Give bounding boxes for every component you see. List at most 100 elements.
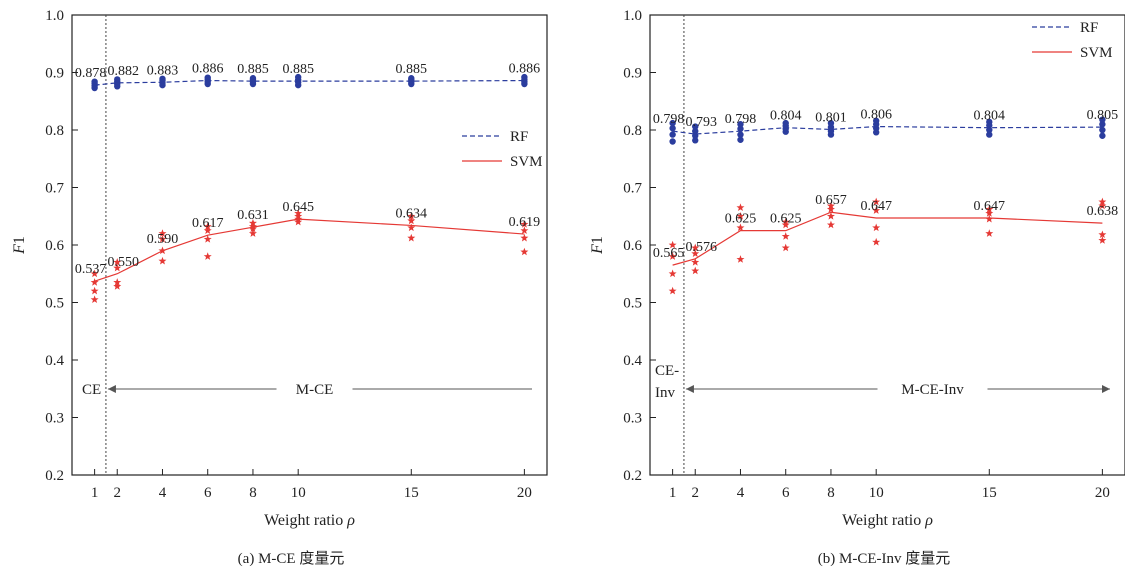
y-tick-label: 0.3	[45, 411, 64, 427]
svm-point	[90, 269, 99, 278]
rf-point	[521, 73, 528, 81]
svm-point	[248, 222, 257, 230]
data-label: 0.806	[860, 108, 892, 123]
data-label: 0.619	[509, 215, 541, 230]
svm-point	[985, 214, 994, 223]
legend-label: RF	[510, 129, 528, 145]
rf-point	[669, 131, 676, 138]
rf-line	[94, 79, 525, 86]
data-label: 0.645	[282, 200, 314, 215]
svm-point	[203, 252, 212, 260]
data-label: 0.878	[75, 66, 107, 81]
x-tick-label: 20	[517, 485, 532, 501]
svm-point	[113, 258, 122, 266]
rf-point	[669, 125, 676, 132]
series-svm: 0.565 0.576 0.625 0.625 0.657 0.647 0.647 0.638	[653, 193, 1119, 295]
svm-point	[1098, 236, 1107, 244]
data-label: 0.617	[192, 216, 224, 231]
region-left-label: Inv	[655, 385, 675, 401]
rf-point	[1099, 126, 1106, 134]
series-rf: 0.878 0.882 0.883 0.886 0.885 0.885 0.885 0.886	[75, 62, 540, 92]
data-label: 0.885	[282, 62, 314, 77]
y-tick-label: 0.4	[45, 353, 64, 369]
svm-point	[826, 205, 835, 213]
x-tick-label: 4	[159, 485, 167, 501]
legend-label: SVM	[1080, 45, 1113, 61]
y-tick-label: 0.6	[45, 238, 64, 254]
svm-point	[158, 235, 167, 243]
rf-point	[737, 136, 744, 143]
svm-point	[407, 233, 416, 242]
svm-point	[90, 278, 99, 286]
svm-point	[872, 237, 881, 246]
y-tick-label: 0.3	[623, 411, 642, 427]
rf-point	[1099, 132, 1106, 139]
data-label: 0.885	[396, 62, 428, 77]
svm-point	[407, 216, 416, 225]
y-tick-label: 1.0	[45, 8, 64, 24]
svm-point	[1098, 201, 1107, 210]
series-svm: 0.537 0.550 0.590 0.617 0.631 0.645 0.634 0.619	[75, 200, 541, 304]
svm-point	[781, 220, 790, 229]
data-label: 0.625	[725, 212, 757, 227]
rf-point	[408, 75, 415, 82]
rf-point	[249, 75, 257, 82]
y-tick-label: 0.2	[45, 468, 64, 484]
y-tick-label: 0.8	[45, 123, 64, 139]
legend-label: SVM	[510, 154, 543, 170]
arrowhead-left-icon	[685, 385, 694, 393]
plot-frame	[649, 14, 1125, 476]
data-label: 0.885	[237, 62, 269, 77]
rf-point	[692, 123, 699, 130]
x-tick-label: 1	[669, 485, 677, 501]
svm-point	[248, 229, 257, 237]
svm-point	[736, 203, 745, 212]
rf-point	[737, 125, 744, 133]
svm-point	[203, 226, 212, 235]
figure-caption: (b) M-CE-Inv 度量元	[818, 550, 950, 567]
svm-point	[781, 217, 790, 226]
svm-point	[407, 212, 416, 220]
x-tick-label: 4	[737, 485, 745, 501]
svm-point	[294, 209, 303, 217]
rf-point	[986, 126, 993, 134]
chart-m-ce: 0.2 0.3 0.4 0.5 0.6 0.7 0.8 0.9 1.0 1 2 4 6 8 10 15 20 We…	[11, 8, 548, 567]
rf-point	[737, 131, 744, 138]
data-label: 0.550	[107, 255, 139, 270]
svm-point	[872, 206, 881, 214]
svm-point	[668, 269, 677, 278]
svm-point	[668, 252, 677, 260]
svm-point	[826, 212, 835, 220]
rf-point	[872, 117, 880, 125]
rf-point	[692, 137, 699, 144]
rf-point	[294, 73, 302, 81]
svm-point	[294, 212, 303, 220]
rf-point	[1099, 116, 1106, 123]
svm-point	[781, 243, 790, 252]
x-tick-label: 10	[291, 485, 306, 501]
rf-point	[782, 119, 789, 127]
svm-point	[158, 256, 167, 265]
svm-point	[520, 226, 529, 235]
x-tick-label: 2	[113, 485, 121, 501]
rf-point	[737, 121, 744, 128]
svm-point	[826, 201, 835, 210]
data-label: 0.638	[1087, 204, 1119, 219]
region-left-label: CE-	[655, 363, 679, 379]
svm-point	[736, 212, 745, 220]
data-label: 0.657	[815, 193, 847, 208]
legend: RF SVM	[462, 129, 543, 170]
legend-label: RF	[1080, 20, 1098, 36]
y-tick-label: 1.0	[623, 8, 642, 24]
y-tick-label: 0.9	[623, 66, 642, 82]
data-label: 0.882	[107, 64, 139, 79]
y-tick-label: 0.4	[623, 353, 642, 369]
svm-point	[520, 247, 529, 256]
x-tick-label: 2	[691, 485, 699, 501]
svm-line	[672, 211, 1103, 266]
y-tick-label: 0.7	[623, 181, 642, 197]
x-tick-label: 15	[404, 485, 419, 501]
svm-point	[691, 243, 700, 252]
svm-point	[407, 223, 416, 232]
